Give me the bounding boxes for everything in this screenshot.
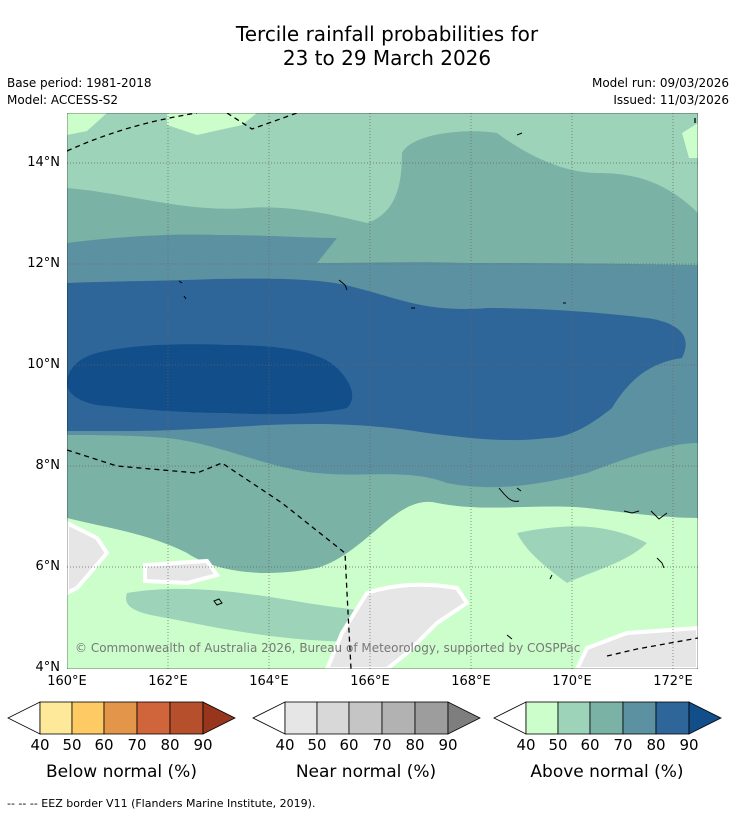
near-tick-60: 60 xyxy=(339,736,359,754)
colorbar-below-arrow-high xyxy=(202,701,236,735)
colorbar-above-70-80 xyxy=(622,701,657,735)
x-tick-170e: 170°E xyxy=(552,674,592,689)
below-tick-70: 70 xyxy=(127,736,147,754)
x-tick-166e: 166°E xyxy=(350,674,390,689)
near-tick-70: 70 xyxy=(372,736,392,754)
below-tick-80: 80 xyxy=(160,736,180,754)
colorbar-below-arrow-low xyxy=(7,701,41,735)
region-above-90 xyxy=(67,344,353,415)
y-tick-4n: 4°N xyxy=(35,660,61,675)
colorbar-near-arrow-low xyxy=(252,701,286,735)
colorbar-below-70-80 xyxy=(136,701,171,735)
colorbar-below-50-60 xyxy=(71,701,105,735)
region-above-40-ne xyxy=(682,123,698,158)
colorbar-below-80-90 xyxy=(169,701,204,735)
issued-date: Issued: 11/03/2026 xyxy=(613,93,729,107)
colorbar-above-60-70 xyxy=(589,701,624,735)
gridlines xyxy=(67,113,698,669)
map-title: Tercile rainfall probabilities for 23 to… xyxy=(0,22,736,70)
title-line-2: 23 to 29 March 2026 xyxy=(282,46,492,70)
above-normal-label: Above normal (%) xyxy=(530,762,684,782)
colorbar-above-80-90 xyxy=(655,701,690,735)
x-tick-168e: 168°E xyxy=(451,674,491,689)
colorbar-above-normal xyxy=(493,701,722,735)
colorbar-above-40-50 xyxy=(525,701,559,735)
model-name: Model: ACCESS-S2 xyxy=(7,93,119,107)
below-tick-60: 60 xyxy=(94,736,114,754)
base-period: Base period: 1981-2018 xyxy=(7,76,152,90)
above-tick-90: 90 xyxy=(679,736,699,754)
colorbar-near-50-60 xyxy=(316,701,350,735)
y-tick-14n: 14°N xyxy=(27,155,60,170)
region-above-40-nw xyxy=(67,113,107,135)
model-run: Model run: 09/03/2026 xyxy=(591,76,729,90)
above-tick-60: 60 xyxy=(580,736,600,754)
y-tick-10n: 10°N xyxy=(27,357,60,372)
map-panel xyxy=(65,112,700,671)
region-near-40-south xyxy=(324,582,470,671)
above-tick-50: 50 xyxy=(548,736,568,754)
below-tick-40: 40 xyxy=(30,736,50,754)
colorbar-near-normal xyxy=(252,701,481,735)
title-line-1: Tercile rainfall probabilities for xyxy=(235,22,539,46)
eez-footnote: -- -- -- EEZ border V11 (Flanders Marine… xyxy=(7,797,316,810)
y-tick-6n: 6°N xyxy=(35,559,61,574)
colorbar-near-60-70 xyxy=(348,701,383,735)
eez-border xyxy=(66,112,699,670)
colorbar-near-arrow-high xyxy=(447,701,481,735)
below-normal-label: Below normal (%) xyxy=(46,762,197,782)
below-tick-90: 90 xyxy=(193,736,213,754)
below-tick-50: 50 xyxy=(62,736,82,754)
colorbar-below-60-70 xyxy=(103,701,138,735)
y-tick-12n: 12°N xyxy=(27,256,60,271)
x-tick-164e: 164°E xyxy=(249,674,289,689)
copyright-text: © Commonwealth of Australia 2026, Bureau… xyxy=(75,641,581,655)
near-normal-label: Near normal (%) xyxy=(295,762,437,782)
x-tick-162e: 162°E xyxy=(148,674,188,689)
region-near-40-center xyxy=(143,558,221,586)
near-tick-90: 90 xyxy=(438,736,458,754)
above-tick-40: 40 xyxy=(516,736,536,754)
colorbar-above-arrow-high xyxy=(688,701,722,735)
x-tick-172e: 172°E xyxy=(653,674,693,689)
colorbar-near-40-50 xyxy=(284,701,318,735)
above-tick-80: 80 xyxy=(646,736,666,754)
colorbar-below-40-50 xyxy=(39,701,73,735)
colorbars xyxy=(7,701,722,735)
x-tick-160e: 160°E xyxy=(47,674,87,689)
colorbar-near-70-80 xyxy=(381,701,416,735)
rainfall-probability-map xyxy=(65,112,700,671)
colorbar-above-arrow-low xyxy=(493,701,527,735)
colorbar-above-50-60 xyxy=(557,701,591,735)
near-tick-50: 50 xyxy=(307,736,327,754)
islands xyxy=(178,132,668,640)
colorbar-near-80-90 xyxy=(414,701,449,735)
meta-left: Base period: 1981-2018 Model: ACCESS-S2 xyxy=(7,75,152,109)
near-tick-80: 80 xyxy=(405,736,425,754)
near-tick-40: 40 xyxy=(275,736,295,754)
region-above-50-se xyxy=(517,526,647,583)
y-tick-8n: 8°N xyxy=(35,458,61,473)
meta-right: Model run: 09/03/2026 Issued: 11/03/2026 xyxy=(592,75,729,109)
above-tick-70: 70 xyxy=(613,736,633,754)
colorbar-below-normal xyxy=(7,701,236,735)
